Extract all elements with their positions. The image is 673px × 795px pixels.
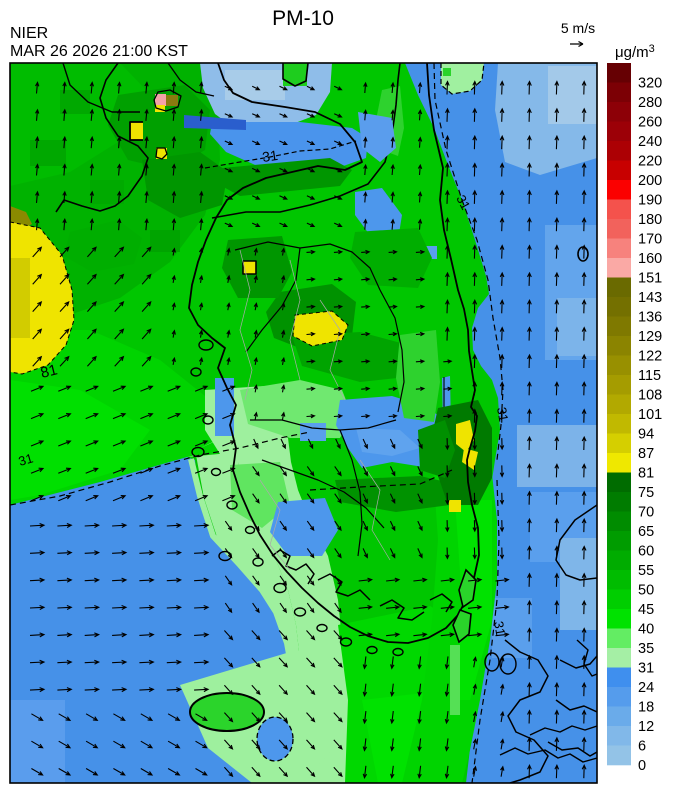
svg-text:160: 160 [638,251,662,267]
svg-text:101: 101 [638,407,662,423]
svg-text:31: 31 [494,406,511,423]
svg-text:220: 220 [638,154,662,170]
svg-text:81: 81 [638,466,654,482]
svg-text:31: 31 [17,450,35,468]
svg-text:122: 122 [638,349,662,365]
svg-text:260: 260 [638,115,662,131]
svg-text:180: 180 [638,212,662,228]
svg-text:151: 151 [638,271,662,287]
svg-text:31: 31 [261,147,279,165]
svg-text:129: 129 [638,329,662,345]
svg-text:40: 40 [638,622,654,638]
svg-text:115: 115 [638,368,661,384]
svg-text:60: 60 [638,544,654,560]
svg-text:65: 65 [638,524,654,540]
svg-text:35: 35 [638,641,654,657]
svg-text:μg/m3: μg/m3 [615,43,655,61]
svg-text:170: 170 [638,232,662,248]
svg-text:55: 55 [638,563,654,579]
svg-text:94: 94 [638,427,654,443]
svg-text:0: 0 [638,758,646,774]
svg-text:31: 31 [491,620,508,637]
svg-text:45: 45 [638,602,654,618]
svg-text:143: 143 [638,290,662,306]
svg-text:136: 136 [638,310,662,326]
svg-text:81: 81 [39,361,59,382]
svg-text:18: 18 [638,700,654,716]
svg-text:240: 240 [638,134,662,150]
svg-text:200: 200 [638,173,662,189]
svg-text:5 m/s: 5 m/s [561,20,595,36]
svg-text:NIER: NIER [10,25,48,42]
svg-text:190: 190 [638,193,662,209]
svg-text:PM-10: PM-10 [272,7,334,30]
svg-text:280: 280 [638,95,662,111]
svg-text:320: 320 [638,76,662,92]
svg-text:87: 87 [638,446,654,462]
svg-text:6: 6 [638,739,646,755]
svg-text:70: 70 [638,505,654,521]
svg-text:50: 50 [638,583,654,599]
svg-text:MAR 26 2026 21:00 KST: MAR 26 2026 21:00 KST [10,43,188,60]
svg-text:31: 31 [638,661,654,677]
svg-text:75: 75 [638,485,654,501]
svg-text:12: 12 [638,719,654,735]
svg-text:108: 108 [638,388,662,404]
svg-text:24: 24 [638,680,654,696]
